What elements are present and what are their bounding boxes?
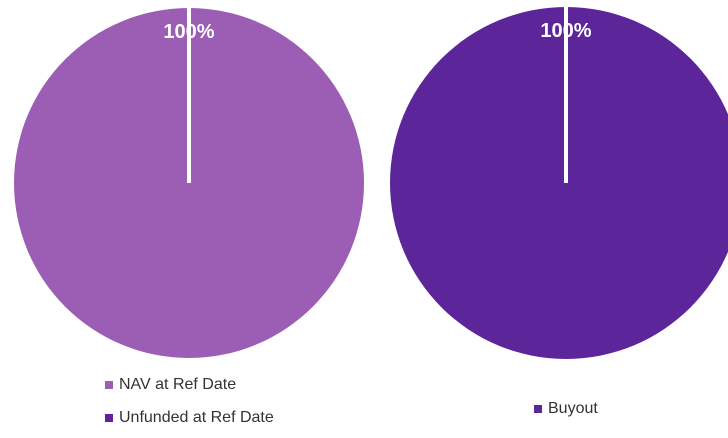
legend-swatch xyxy=(105,381,113,389)
legend-swatch xyxy=(105,414,113,422)
legend-label: Buyout xyxy=(548,400,598,417)
pie-slice xyxy=(390,7,728,359)
legend-swatch xyxy=(534,405,542,413)
legend-label: NAV at Ref Date xyxy=(119,376,236,393)
legend-label: Unfunded at Ref Date xyxy=(119,409,274,426)
